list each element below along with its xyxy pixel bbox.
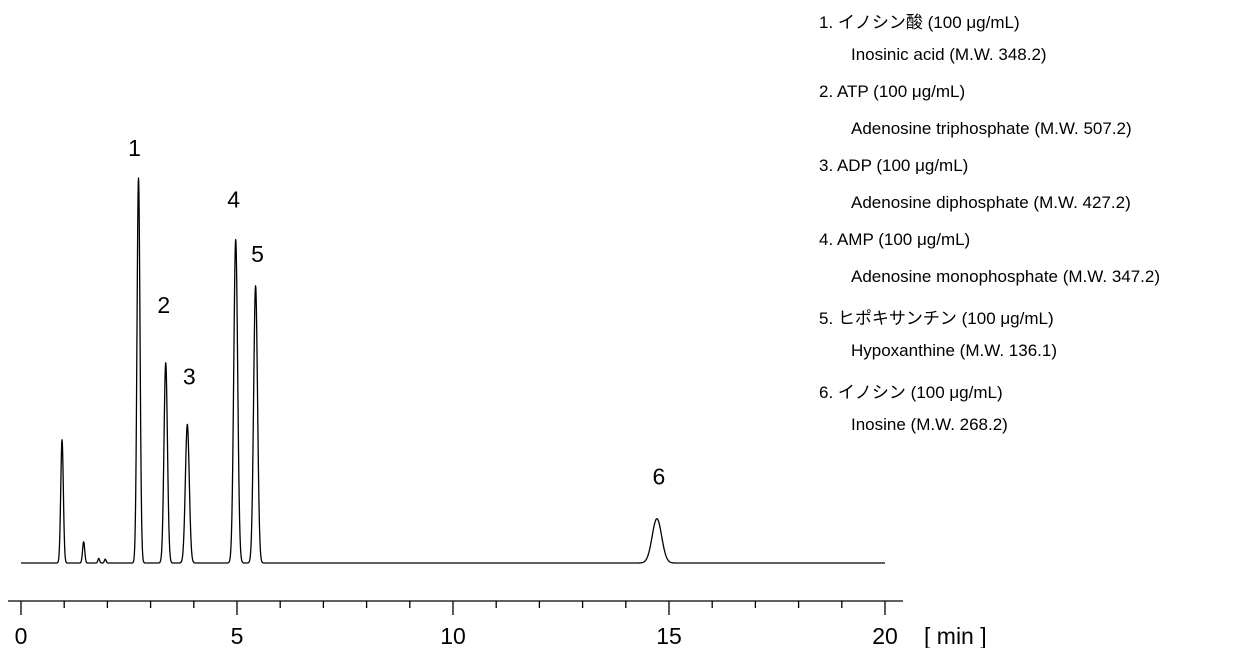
legend-item-6-detail: Inosine (M.W. 268.2) <box>851 415 1008 434</box>
legend-item-5-name: 5. ヒポキサンチン (100 μg/mL) <box>819 309 1054 328</box>
legend: 1. イノシン酸 (100 μg/mL) Inosinic acid (M.W.… <box>819 0 1252 460</box>
legend-item-1-detail: Inosinic acid (M.W. 348.2) <box>851 45 1047 64</box>
peak-label-1: 1 <box>128 135 141 161</box>
peak-label-6: 6 <box>653 464 666 490</box>
x-tick-label-20: 20 <box>872 623 898 648</box>
x-tick-label-10: 10 <box>440 623 466 648</box>
x-axis-unit-label: [ min ] <box>924 623 987 648</box>
x-tick-label-15: 15 <box>656 623 682 648</box>
x-axis: 0 5 10 15 20 [ min ] <box>8 600 987 648</box>
legend-item-4-name: 4. AMP (100 μg/mL) <box>819 230 971 249</box>
legend-item-1-name: 1. イノシン酸 (100 μg/mL) <box>819 13 1020 32</box>
legend-item-2-name: 2. ATP (100 μg/mL) <box>819 82 966 101</box>
chromatogram-chart: 1 2 3 4 5 6 0 5 10 15 20 [ min ] <box>8 135 987 648</box>
peak-label-layer: 1 2 3 4 5 6 <box>128 135 665 490</box>
x-tick-label-0: 0 <box>15 623 28 648</box>
chromatogram-trace <box>20 177 886 564</box>
legend-item-4-detail: Adenosine monophosphate (M.W. 347.2) <box>851 267 1161 286</box>
legend-item-2-detail: Adenosine triphosphate (M.W. 507.2) <box>851 119 1132 138</box>
peak-label-5: 5 <box>251 241 264 267</box>
x-tick-label-5: 5 <box>231 623 244 648</box>
legend-item-5-detail: Hypoxanthine (M.W. 136.1) <box>851 341 1057 360</box>
trace-layer <box>20 177 886 564</box>
legend-item-3-name: 3. ADP (100 μg/mL) <box>819 156 969 175</box>
peak-label-3: 3 <box>183 363 196 389</box>
peak-label-2: 2 <box>157 292 170 318</box>
peak-label-4: 4 <box>227 187 240 213</box>
legend-item-6-name: 6. イノシン (100 μg/mL) <box>819 383 1003 402</box>
legend-item-3-detail: Adenosine diphosphate (M.W. 427.2) <box>851 193 1131 212</box>
